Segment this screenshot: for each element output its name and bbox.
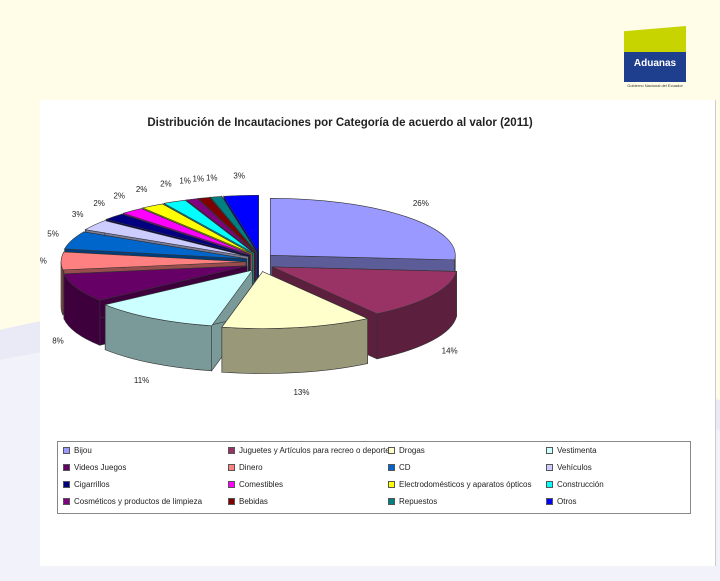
legend-swatch xyxy=(228,446,235,454)
legend-swatch xyxy=(63,446,70,454)
legend-swatch xyxy=(388,446,395,454)
legend-item: Juguetes y Artículos para recreo o depor… xyxy=(228,444,390,456)
legend-label: Videos Juegos xyxy=(74,462,127,472)
pie-data-label: 2% xyxy=(160,180,172,189)
pie-slice xyxy=(141,203,253,255)
pie-slice xyxy=(197,197,257,253)
pie-data-label: 26% xyxy=(413,199,429,208)
legend-item: Otros xyxy=(546,495,577,507)
legend-label: Juguetes y Artículos para recreo o depor… xyxy=(239,445,390,455)
pie-data-label: 11% xyxy=(134,376,149,385)
legend-label: Vehículos xyxy=(557,462,592,472)
legend-item: Bijou xyxy=(63,444,92,456)
legend-item: Dinero xyxy=(228,461,263,473)
pie-data-label: 1% xyxy=(179,176,191,185)
chart-legend: Bijou Juguetes y Artículos para recreo o … xyxy=(57,441,691,514)
pie-data-label: 2% xyxy=(93,199,105,208)
pie-data-label: 5% xyxy=(47,230,59,239)
legend-swatch xyxy=(546,463,553,471)
pie-data-label: 1% xyxy=(206,173,218,182)
legend-label: Electrodomésticos y aparatos ópticos xyxy=(399,479,532,489)
legend-label: Cigarrillos xyxy=(74,479,110,489)
logo-tagline: Gobierno Nacional del Ecuador xyxy=(627,83,683,88)
legend-label: Dinero xyxy=(239,462,263,472)
pie-data-label: 1% xyxy=(193,175,205,184)
legend-swatch xyxy=(228,480,235,488)
pie-slice xyxy=(63,265,248,301)
pie-slice xyxy=(163,199,255,254)
legend-item: Vestimenta xyxy=(546,444,597,456)
pie-slice xyxy=(60,251,247,271)
legend-swatch xyxy=(63,480,70,488)
legend-swatch xyxy=(546,480,553,488)
pie-slice xyxy=(221,271,369,329)
pie-slice xyxy=(105,213,250,256)
legend-swatch xyxy=(388,463,395,471)
pie-data-label: 2% xyxy=(113,192,125,201)
pie-slice xyxy=(84,220,249,257)
legend-label: Bebidas xyxy=(239,496,268,506)
legend-swatch xyxy=(228,497,235,505)
pie-data-label: 5% xyxy=(40,257,47,266)
legend-swatch xyxy=(546,446,553,454)
legend-label: CD xyxy=(399,462,411,472)
legend-item: Cigarrillos xyxy=(63,478,110,490)
pie-slice xyxy=(64,231,247,260)
pie-slice xyxy=(185,198,256,254)
pie-data-label: 14% xyxy=(442,346,458,355)
legend-item: Vehículos xyxy=(546,461,592,473)
pie-chart: 26%14%13%11%8%5%5%3%2%2%2%2%1%1%1%3% xyxy=(40,172,458,398)
legend-label: Construcción xyxy=(557,479,604,489)
legend-item: CD xyxy=(388,461,411,473)
pie-slice xyxy=(122,208,252,255)
pie-data-label: 13% xyxy=(293,388,309,397)
legend-label: Cosméticos y productos de limpieza xyxy=(74,496,203,506)
legend-label: Drogas xyxy=(399,445,425,455)
legend-item: Cosméticos y productos de limpieza xyxy=(63,495,202,507)
legend-swatch xyxy=(63,497,70,505)
legend-label: Bijou xyxy=(74,445,92,455)
legend-swatch xyxy=(546,497,553,505)
chart-panel: Distribución de Incautaciones por Catego… xyxy=(40,100,716,566)
legend-item: Drogas xyxy=(388,444,425,456)
legend-item: Videos Juegos xyxy=(63,461,126,473)
legend-swatch xyxy=(388,480,395,488)
legend-item: Comestibles xyxy=(228,478,283,490)
legend-item: Repuestos xyxy=(388,495,437,507)
legend-label: Comestibles xyxy=(239,479,284,489)
legend-swatch xyxy=(63,463,70,471)
legend-label: Otros xyxy=(557,496,577,506)
pie-data-label: 3% xyxy=(233,172,245,181)
chart-title: Distribución de Incautaciones por Catego… xyxy=(147,117,533,129)
legend-label: Vestimenta xyxy=(557,445,597,455)
pie-slice xyxy=(272,266,457,315)
pie-data-label: 8% xyxy=(52,337,64,346)
logo-name: Aduanas xyxy=(633,58,677,69)
legend-item: Electrodomésticos y aparatos ópticos xyxy=(388,478,532,490)
legend-item: Bebidas xyxy=(228,495,268,507)
aduanas-logo: Aduanas Gobierno Nacional del Ecuador xyxy=(624,26,686,90)
pie-slice xyxy=(104,269,254,327)
legend-label: Repuestos xyxy=(399,496,438,506)
pie-data-label: 2% xyxy=(136,185,148,194)
legend-swatch xyxy=(228,463,235,471)
pie-slice xyxy=(223,194,259,254)
pie-slice xyxy=(209,196,258,253)
pie-slice xyxy=(269,198,456,261)
pie-data-label: 3% xyxy=(72,210,84,219)
legend-item: Construcción xyxy=(546,478,604,490)
legend-swatch xyxy=(388,497,395,505)
